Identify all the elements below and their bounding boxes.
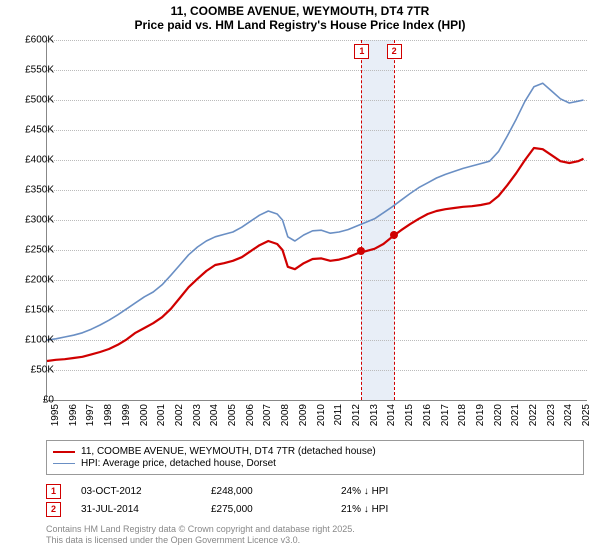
- x-axis-label: 2017: [440, 404, 451, 444]
- x-axis-label: 2011: [333, 404, 344, 444]
- x-axis-label: 2016: [422, 404, 433, 444]
- y-axis-label: £100K: [10, 335, 54, 346]
- footer-line-2: This data is licensed under the Open Gov…: [46, 535, 355, 546]
- transaction-table: 1 03-OCT-2012£248,00024% ↓ HPI 2 31-JUL-201…: [46, 482, 584, 518]
- x-axis-label: 2002: [174, 404, 185, 444]
- marker-number-box: 1: [46, 484, 61, 499]
- transaction-price: £275,000: [211, 504, 341, 515]
- x-axis-label: 2013: [369, 404, 380, 444]
- legend-swatch: [53, 451, 75, 453]
- x-axis-label: 2025: [581, 404, 592, 444]
- marker-number-box: 2: [46, 502, 61, 517]
- legend-label: HPI: Average price, detached house, Dors…: [81, 458, 276, 469]
- x-axis-label: 2004: [209, 404, 220, 444]
- legend-row: HPI: Average price, detached house, Dors…: [53, 458, 577, 469]
- footer-line-1: Contains HM Land Registry data © Crown c…: [46, 524, 355, 535]
- x-axis-label: 2005: [227, 404, 238, 444]
- y-axis-label: £600K: [10, 35, 54, 46]
- x-axis-label: 2019: [475, 404, 486, 444]
- plot-area: 12: [46, 40, 587, 401]
- transaction-date: 03-OCT-2012: [81, 486, 211, 497]
- x-axis-label: 1999: [121, 404, 132, 444]
- x-axis-label: 2007: [262, 404, 273, 444]
- title-line-1: 11, COOMBE AVENUE, WEYMOUTH, DT4 7TR: [0, 4, 600, 18]
- x-axis-label: 2010: [316, 404, 327, 444]
- transaction-delta: 24% ↓ HPI: [341, 486, 471, 497]
- x-axis-label: 2022: [528, 404, 539, 444]
- x-axis-label: 2012: [351, 404, 362, 444]
- y-axis-label: £450K: [10, 125, 54, 136]
- y-axis-label: £400K: [10, 155, 54, 166]
- legend-label: 11, COOMBE AVENUE, WEYMOUTH, DT4 7TR (de…: [81, 446, 376, 457]
- x-axis-label: 2024: [563, 404, 574, 444]
- x-axis-label: 2018: [457, 404, 468, 444]
- transaction-price: £248,000: [211, 486, 341, 497]
- y-axis-label: £200K: [10, 275, 54, 286]
- y-axis-label: £500K: [10, 95, 54, 106]
- transaction-date: 31-JUL-2014: [81, 504, 211, 515]
- x-axis-label: 2000: [139, 404, 150, 444]
- x-axis-label: 2009: [298, 404, 309, 444]
- x-axis-label: 2006: [245, 404, 256, 444]
- price-paid-dot: [357, 247, 365, 255]
- y-axis-label: £0: [10, 395, 54, 406]
- x-axis-label: 1998: [103, 404, 114, 444]
- transaction-delta: 21% ↓ HPI: [341, 504, 471, 515]
- y-axis-label: £350K: [10, 185, 54, 196]
- legend: 11, COOMBE AVENUE, WEYMOUTH, DT4 7TR (de…: [46, 440, 584, 475]
- price-paid-dot: [390, 231, 398, 239]
- marker-number-box: 1: [354, 44, 369, 59]
- y-axis-label: £250K: [10, 245, 54, 256]
- transaction-row: 1 03-OCT-2012£248,00024% ↓ HPI: [46, 482, 584, 500]
- x-axis-label: 2023: [546, 404, 557, 444]
- legend-row: 11, COOMBE AVENUE, WEYMOUTH, DT4 7TR (de…: [53, 446, 577, 457]
- x-axis-label: 1996: [68, 404, 79, 444]
- x-axis-label: 2020: [493, 404, 504, 444]
- x-axis-label: 2001: [156, 404, 167, 444]
- x-axis-label: 2014: [386, 404, 397, 444]
- legend-swatch: [53, 463, 75, 464]
- x-axis-label: 1995: [50, 404, 61, 444]
- x-axis-label: 2003: [192, 404, 203, 444]
- series-price_paid: [47, 148, 584, 361]
- chart-title: 11, COOMBE AVENUE, WEYMOUTH, DT4 7TR Pri…: [0, 0, 600, 32]
- marker-number-box: 2: [387, 44, 402, 59]
- y-axis-label: £150K: [10, 305, 54, 316]
- y-axis-label: £550K: [10, 65, 54, 76]
- title-line-2: Price paid vs. HM Land Registry's House …: [0, 18, 600, 32]
- y-axis-label: £300K: [10, 215, 54, 226]
- x-axis-label: 2008: [280, 404, 291, 444]
- x-axis-label: 2015: [404, 404, 415, 444]
- y-axis-label: £50K: [10, 365, 54, 376]
- line-series: [47, 40, 587, 400]
- chart-container: 11, COOMBE AVENUE, WEYMOUTH, DT4 7TR Pri…: [0, 0, 600, 560]
- footer-attribution: Contains HM Land Registry data © Crown c…: [46, 524, 355, 546]
- x-axis-label: 2021: [510, 404, 521, 444]
- series-hpi: [47, 83, 584, 340]
- transaction-row: 2 31-JUL-2014£275,00021% ↓ HPI: [46, 500, 584, 518]
- x-axis-label: 1997: [85, 404, 96, 444]
